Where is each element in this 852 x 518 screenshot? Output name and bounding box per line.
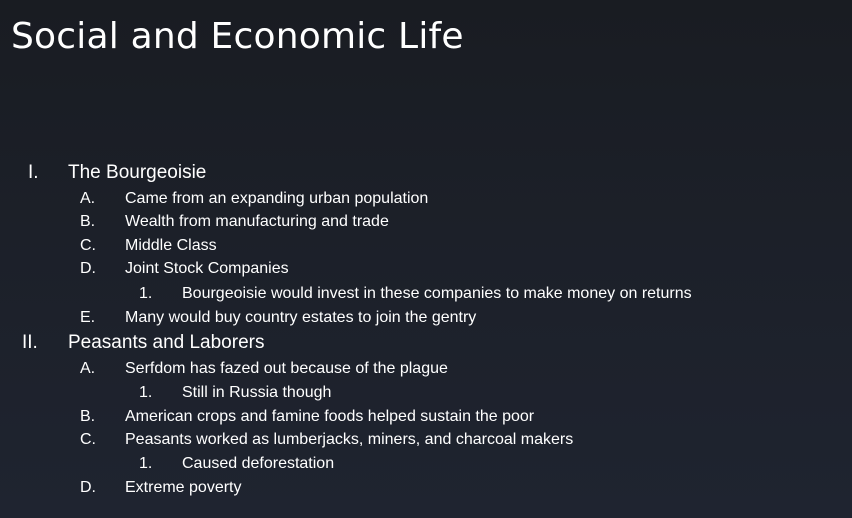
outline-text: Caused deforestation [182, 455, 335, 472]
outline-marker: E. [80, 309, 96, 326]
outline-marker: C. [80, 237, 96, 254]
outline-marker: D. [80, 260, 96, 277]
outline-marker: B. [80, 213, 96, 230]
slide-title: Social and Economic Life [11, 16, 464, 57]
outline-text: Many would buy country estates to join t… [125, 309, 477, 326]
outline-marker: C. [80, 431, 96, 448]
outline-marker: 1. [139, 285, 153, 302]
outline-marker: I. [28, 162, 39, 183]
outline-text: Still in Russia though [182, 384, 332, 401]
outline-marker: II. [22, 332, 38, 353]
outline-text: Middle Class [125, 237, 217, 254]
outline-text: Joint Stock Companies [125, 260, 289, 277]
outline-marker: 1. [139, 455, 153, 472]
outline-text: Bourgeoisie would invest in these compan… [182, 285, 692, 302]
outline-marker: 1. [139, 384, 153, 401]
outline-text: Came from an expanding urban population [125, 190, 429, 207]
outline-text: Extreme poverty [125, 479, 242, 496]
outline-marker: B. [80, 408, 96, 425]
outline-text: Serfdom has fazed out because of the pla… [125, 360, 448, 377]
outline-text: Peasants worked as lumberjacks, miners, … [125, 431, 574, 448]
outline-text: Peasants and Laborers [68, 332, 265, 353]
outline-text: American crops and famine foods helped s… [125, 408, 535, 425]
outline-text: Wealth from manufacturing and trade [125, 213, 389, 230]
outline-marker: D. [80, 479, 96, 496]
outline-marker: A. [80, 190, 96, 207]
outline-marker: A. [80, 360, 96, 377]
outline-text: The Bourgeoisie [68, 162, 207, 183]
